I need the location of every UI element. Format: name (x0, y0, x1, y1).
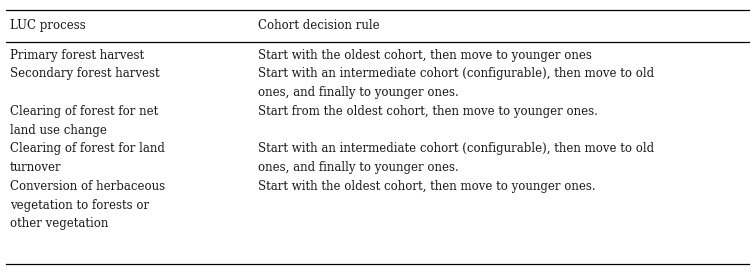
Text: other vegetation: other vegetation (10, 218, 108, 230)
Text: ones, and finally to younger ones.: ones, and finally to younger ones. (258, 161, 459, 174)
Text: Start with the oldest cohort, then move to younger ones: Start with the oldest cohort, then move … (258, 49, 591, 62)
Text: turnover: turnover (10, 161, 62, 174)
Text: Secondary forest harvest: Secondary forest harvest (10, 67, 160, 81)
Text: Primary forest harvest: Primary forest harvest (10, 49, 144, 62)
Text: Clearing of forest for net: Clearing of forest for net (10, 105, 158, 118)
Text: Start with the oldest cohort, then move to younger ones.: Start with the oldest cohort, then move … (258, 180, 595, 193)
Text: Start with an intermediate cohort (configurable), then move to old: Start with an intermediate cohort (confi… (258, 67, 654, 81)
Text: Start from the oldest cohort, then move to younger ones.: Start from the oldest cohort, then move … (258, 105, 597, 118)
Text: Conversion of herbaceous: Conversion of herbaceous (10, 180, 165, 193)
Text: ones, and finally to younger ones.: ones, and finally to younger ones. (258, 86, 459, 99)
Text: Cohort decision rule: Cohort decision rule (258, 19, 380, 32)
Text: LUC process: LUC process (10, 19, 86, 32)
Text: Start with an intermediate cohort (configurable), then move to old: Start with an intermediate cohort (confi… (258, 143, 654, 156)
Text: Clearing of forest for land: Clearing of forest for land (10, 143, 165, 156)
Text: vegetation to forests or: vegetation to forests or (10, 199, 149, 212)
Text: land use change: land use change (10, 124, 107, 137)
